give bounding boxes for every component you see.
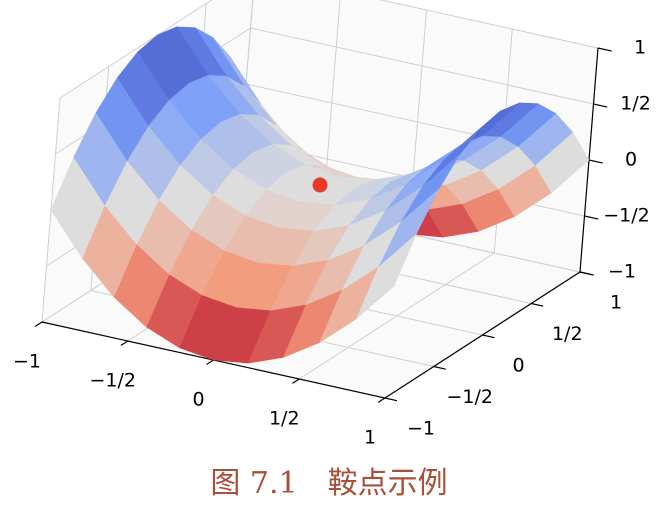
x-tick: [120, 340, 129, 346]
x-tick: [292, 378, 300, 384]
x-tick: [377, 397, 386, 403]
y-tick-label: −1/2: [447, 386, 494, 408]
z-tick-label: 1: [634, 37, 646, 59]
saddle-point: [312, 177, 328, 193]
y-tick-label: 1: [610, 292, 622, 314]
x-tick-label: 0: [192, 389, 204, 411]
y-tick: [482, 334, 495, 339]
chart: −1 −1/2 0 1/2 1 −1 −1/2 0 1/2 1 −1 −1/2 0 1/2 1: [13, 0, 651, 449]
z-tick-label: 0: [625, 149, 637, 171]
x-tick-label: −1/2: [90, 370, 137, 392]
grid-line: [379, 0, 599, 49]
surface-facet: [378, 188, 440, 267]
y-tick-label: 1/2: [552, 323, 583, 345]
grid-line: [250, 27, 594, 105]
surface-facet: [73, 112, 128, 206]
z-tick: [593, 103, 608, 108]
z-tick-label: −1: [608, 261, 636, 283]
z-tick: [588, 159, 603, 164]
z-tick-label: 1/2: [620, 93, 651, 115]
x-tick-label: 1/2: [269, 408, 300, 430]
x-tick-label: 1: [364, 427, 376, 449]
z-tick: [579, 271, 594, 276]
caption: 图 7.1 鞍点示例: [210, 466, 448, 501]
y-tick: [384, 397, 398, 402]
y-tick: [531, 302, 544, 307]
z-tick-label: −1/2: [603, 205, 650, 227]
x-tick: [34, 321, 43, 327]
y-tick-label: 0: [512, 355, 524, 377]
x-tick-label: −1: [13, 351, 41, 373]
z-tick: [584, 215, 599, 220]
y-tick: [433, 365, 446, 370]
y-tick-label: −1: [407, 418, 435, 440]
x-tick: [206, 359, 214, 365]
z-tick: [597, 47, 612, 52]
